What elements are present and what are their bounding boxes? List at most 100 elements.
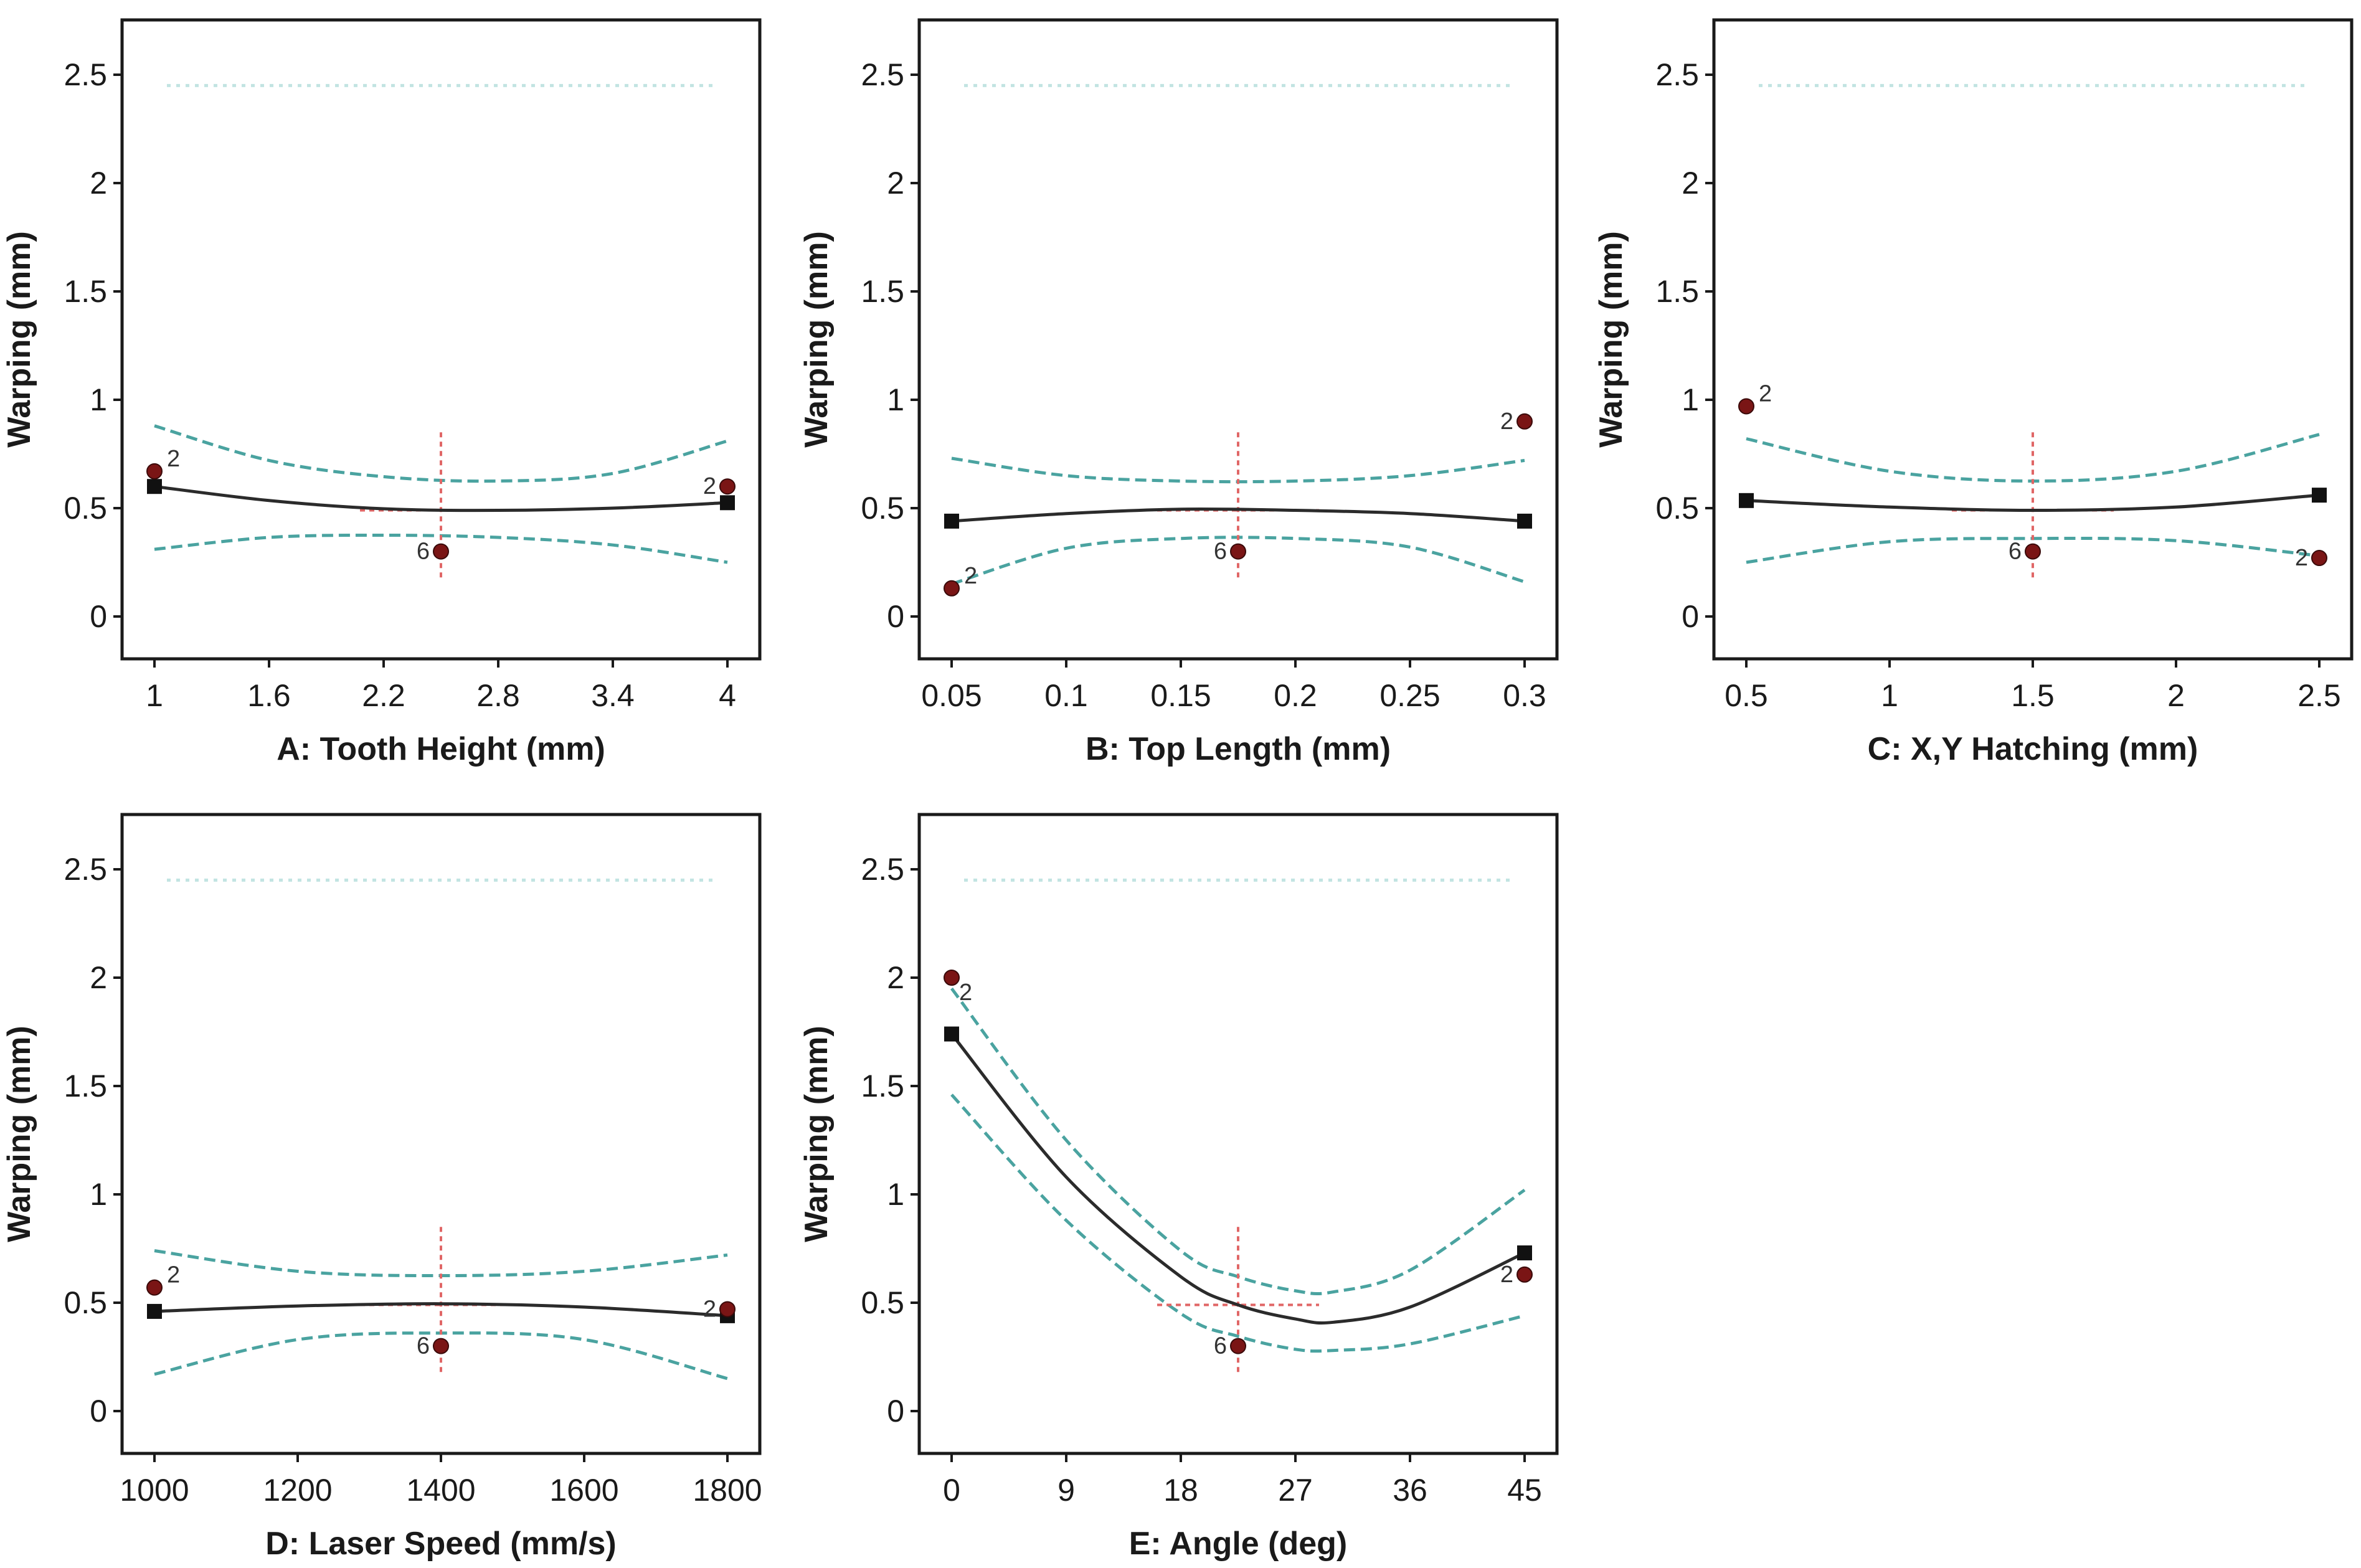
y-tick-label: 2 (1682, 166, 1699, 201)
fit-end-marker (944, 513, 959, 529)
design-point (944, 580, 960, 597)
design-point-count-label: 6 (2009, 539, 2022, 565)
fitted-curve (154, 484, 728, 512)
fitted-curve (1746, 493, 2320, 512)
plot-frame (120, 813, 762, 1455)
chart-panel-4: 0 0.5 1 1.5 2 2.5 1000 1200 1400 1600 1800 D: Laser… (1, 813, 762, 1562)
design-point-count-label: 2 (703, 473, 716, 499)
x-tick-label: 9 (1057, 1473, 1075, 1508)
x-tick-label: 1.6 (247, 678, 291, 713)
design-point-count-label: 2 (959, 980, 972, 1006)
plot-frame (120, 18, 762, 661)
y-tick-label: 1.5 (861, 274, 904, 309)
fit-end-marker (720, 495, 735, 511)
chart-panel-1: 0 0.5 1 1.5 2 2.5 1 1.6 2.2 2.8 3.4 4 A: Tooth Heigh… (1, 18, 762, 767)
x-tick-label: 45 (1507, 1473, 1542, 1508)
design-point (2025, 543, 2041, 560)
design-point-count-label: 2 (2295, 545, 2308, 571)
fit-end-marker (944, 1026, 959, 1042)
x-axis-label: D: Laser Speed (mm/s) (265, 1526, 617, 1562)
x-tick-label: 2 (2167, 678, 2185, 713)
ci-upper-curve (154, 1249, 728, 1278)
x-tick-label: 0.2 (1274, 678, 1317, 713)
fitted-curve (154, 1302, 728, 1318)
design-point (146, 463, 163, 479)
x-tick-label: 2.2 (362, 678, 405, 713)
design-point-count-label: 6 (417, 539, 430, 565)
y-tick-label: 0 (90, 1394, 107, 1429)
y-axis-label: Warping (mm) (1593, 231, 1629, 448)
y-axis-label: Warping (mm) (798, 231, 835, 448)
x-tick-label: 2.8 (476, 678, 520, 713)
fitted-curve (951, 507, 1525, 523)
plot-frame (1712, 18, 2354, 661)
design-point (1738, 398, 1754, 415)
x-tick-label: 1800 (693, 1473, 762, 1508)
y-tick-label: 0 (887, 1394, 904, 1429)
y-tick-label: 1 (887, 382, 904, 417)
design-point-count-label: 2 (1759, 380, 1772, 407)
x-tick-label: 27 (1278, 1473, 1313, 1508)
y-tick-label: 2.5 (861, 852, 904, 887)
y-tick-label: 2 (887, 960, 904, 995)
design-point-count-label: 6 (1214, 539, 1227, 565)
x-tick-label: 0.3 (1503, 678, 1546, 713)
design-point (433, 1338, 449, 1354)
design-point-count-label: 2 (167, 446, 180, 472)
y-axis-label: Warping (mm) (1, 231, 37, 448)
x-axis-label: E: Angle (deg) (1129, 1526, 1348, 1562)
y-tick-label: 1.5 (1655, 274, 1699, 309)
ci-lower-curve (950, 1093, 1525, 1353)
x-tick-label: 0.25 (1379, 678, 1440, 713)
design-point-count-label: 2 (703, 1296, 716, 1322)
fitted-curve (950, 1032, 1526, 1325)
y-tick-label: 1 (887, 1177, 904, 1212)
x-tick-label: 1000 (120, 1473, 189, 1508)
x-tick-label: 1 (1881, 678, 1898, 713)
x-tick-label: 0.05 (921, 678, 982, 713)
x-tick-label: 0.15 (1150, 678, 1211, 713)
y-tick-label: 2.5 (1655, 57, 1699, 92)
chart-panel-5: 0 0.5 1 1.5 2 2.5 0 9 18 27 36 45 E: Angle (deg) Warp… (798, 813, 1559, 1562)
x-axis-label: B: Top Length (mm) (1086, 731, 1391, 767)
design-point-count-label: 2 (1500, 1262, 1513, 1288)
y-tick-label: 0.5 (64, 491, 107, 526)
x-tick-label: 2.5 (2297, 678, 2341, 713)
y-axis-label: Warping (mm) (798, 1026, 835, 1242)
y-axis-label: Warping (mm) (1, 1026, 37, 1242)
y-tick-label: 1.5 (64, 1069, 107, 1103)
design-point (1230, 1338, 1246, 1354)
design-point (719, 1301, 736, 1318)
y-tick-label: 0.5 (861, 1285, 904, 1320)
y-tick-label: 2.5 (64, 57, 107, 92)
design-point (146, 1279, 163, 1296)
design-point-count-label: 6 (1214, 1333, 1227, 1359)
y-tick-label: 1.5 (64, 274, 107, 309)
x-axis-label: C: X,Y Hatching (mm) (1868, 731, 2198, 767)
plot-frame (917, 18, 1559, 661)
design-point-count-label: 2 (167, 1262, 180, 1288)
design-point (719, 478, 736, 495)
y-tick-label: 1 (90, 1177, 107, 1212)
design-point (433, 543, 449, 560)
design-point-count-label: 6 (417, 1333, 430, 1359)
x-tick-label: 0 (943, 1473, 960, 1508)
y-tick-label: 2 (887, 166, 904, 201)
y-tick-label: 0.5 (1655, 491, 1699, 526)
x-tick-label: 1600 (549, 1473, 618, 1508)
x-tick-label: 0.1 (1044, 678, 1088, 713)
chart-panel-3: 0 0.5 1 1.5 2 2.5 0.5 1 1.5 2 2.5 C: X,Y Hatching (… (1593, 18, 2354, 767)
x-axis-label: A: Tooth Height (mm) (277, 731, 605, 767)
fit-end-marker (147, 479, 162, 494)
x-tick-label: 36 (1393, 1473, 1427, 1508)
y-tick-label: 0 (90, 599, 107, 634)
fit-end-marker (2312, 488, 2327, 503)
y-tick-label: 0 (887, 599, 904, 634)
y-tick-label: 0 (1682, 599, 1699, 634)
y-tick-label: 0.5 (64, 1285, 107, 1320)
y-tick-label: 1.5 (861, 1069, 904, 1103)
y-tick-label: 2 (90, 960, 107, 995)
y-tick-label: 2 (90, 166, 107, 201)
y-tick-label: 1 (90, 382, 107, 417)
